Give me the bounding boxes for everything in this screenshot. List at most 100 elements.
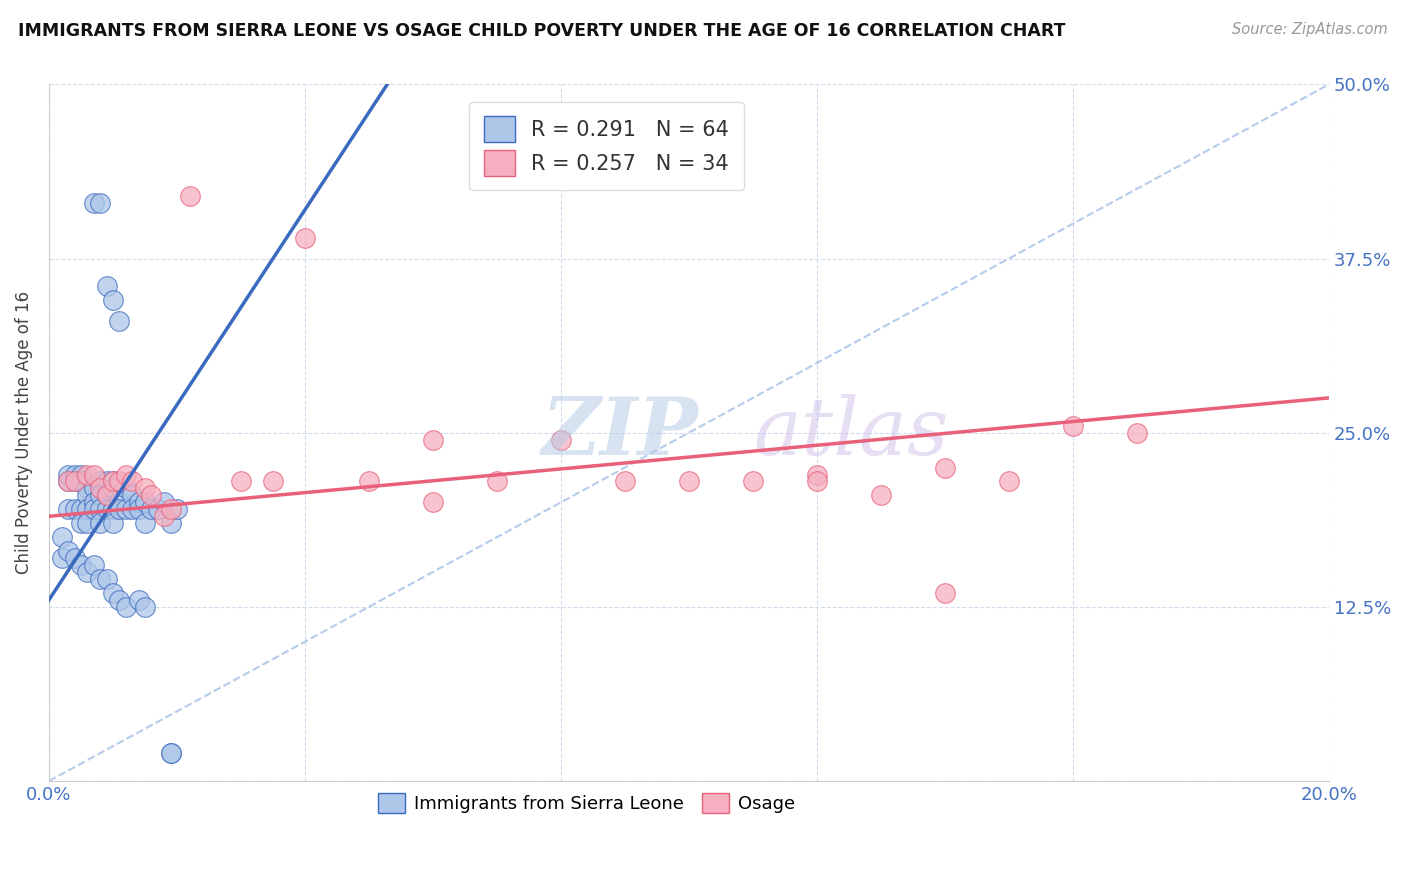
Point — [63, 502, 86, 516]
Point — [56, 544, 79, 558]
Point — [869, 488, 891, 502]
Point — [121, 502, 143, 516]
Point — [56, 467, 79, 482]
Point — [134, 482, 156, 496]
Point — [96, 572, 118, 586]
Point — [806, 475, 828, 489]
Point — [1126, 425, 1149, 440]
Point — [114, 599, 136, 614]
Point — [159, 746, 181, 760]
Point — [294, 230, 316, 244]
Point — [159, 746, 181, 760]
Point — [121, 475, 143, 489]
Point — [485, 475, 508, 489]
Point — [134, 516, 156, 531]
Point — [96, 488, 118, 502]
Point — [229, 475, 252, 489]
Point — [998, 475, 1021, 489]
Text: ZIP: ZIP — [541, 394, 699, 472]
Point — [166, 502, 188, 516]
Point — [96, 279, 118, 293]
Point — [51, 551, 73, 566]
Point — [141, 502, 163, 516]
Point — [101, 586, 124, 600]
Point — [114, 502, 136, 516]
Point — [89, 195, 111, 210]
Point — [96, 502, 118, 516]
Point — [96, 488, 118, 502]
Point — [70, 467, 93, 482]
Point — [70, 475, 93, 489]
Point — [89, 488, 111, 502]
Point — [128, 502, 150, 516]
Point — [101, 293, 124, 308]
Point — [56, 475, 79, 489]
Point — [121, 488, 143, 502]
Point — [76, 488, 98, 502]
Point — [422, 495, 444, 509]
Point — [83, 558, 105, 572]
Y-axis label: Child Poverty Under the Age of 16: Child Poverty Under the Age of 16 — [15, 291, 32, 574]
Text: IMMIGRANTS FROM SIERRA LEONE VS OSAGE CHILD POVERTY UNDER THE AGE OF 16 CORRELAT: IMMIGRANTS FROM SIERRA LEONE VS OSAGE CH… — [18, 22, 1066, 40]
Point — [63, 467, 86, 482]
Point — [806, 467, 828, 482]
Point — [96, 475, 118, 489]
Point — [128, 495, 150, 509]
Point — [146, 502, 169, 516]
Point — [108, 495, 131, 509]
Point — [101, 502, 124, 516]
Point — [108, 475, 131, 489]
Point — [101, 482, 124, 496]
Point — [153, 495, 176, 509]
Point — [101, 516, 124, 531]
Point — [76, 516, 98, 531]
Point — [114, 467, 136, 482]
Point — [141, 488, 163, 502]
Point — [89, 502, 111, 516]
Point — [76, 565, 98, 579]
Point — [159, 502, 181, 516]
Point — [108, 502, 131, 516]
Point — [101, 475, 124, 489]
Text: Source: ZipAtlas.com: Source: ZipAtlas.com — [1232, 22, 1388, 37]
Point — [1062, 418, 1084, 433]
Point — [678, 475, 700, 489]
Point — [51, 530, 73, 544]
Point — [70, 558, 93, 572]
Point — [83, 195, 105, 210]
Point — [128, 593, 150, 607]
Point — [63, 475, 86, 489]
Point — [179, 189, 201, 203]
Point — [89, 516, 111, 531]
Point — [89, 482, 111, 496]
Point — [70, 516, 93, 531]
Point — [83, 482, 105, 496]
Point — [56, 502, 79, 516]
Point — [83, 495, 105, 509]
Point — [76, 502, 98, 516]
Point — [83, 502, 105, 516]
Point — [159, 516, 181, 531]
Point — [613, 475, 636, 489]
Point — [83, 467, 105, 482]
Point — [63, 551, 86, 566]
Point — [70, 502, 93, 516]
Point — [134, 495, 156, 509]
Point — [422, 433, 444, 447]
Point — [153, 509, 176, 524]
Point — [741, 475, 763, 489]
Point — [262, 475, 284, 489]
Point — [89, 572, 111, 586]
Point — [134, 599, 156, 614]
Point — [934, 586, 956, 600]
Point — [108, 593, 131, 607]
Point — [63, 475, 86, 489]
Point — [89, 475, 111, 489]
Point — [357, 475, 380, 489]
Point — [108, 314, 131, 328]
Point — [56, 475, 79, 489]
Point — [76, 482, 98, 496]
Point — [76, 467, 98, 482]
Point — [114, 482, 136, 496]
Point — [101, 475, 124, 489]
